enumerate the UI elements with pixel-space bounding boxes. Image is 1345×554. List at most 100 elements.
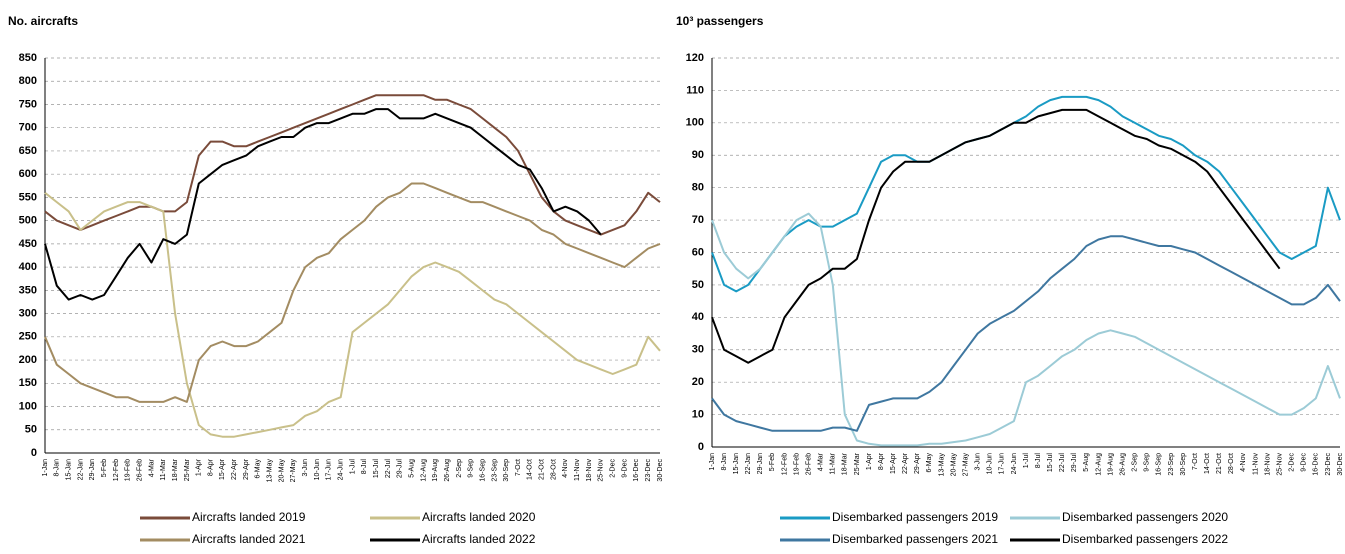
x-tick-label: 27-May: [290, 459, 297, 483]
x-tick-label: 4-Mar: [818, 452, 825, 471]
x-tick-label: 19-Feb: [125, 459, 132, 481]
x-tick-label: 18-Nov: [586, 459, 593, 482]
x-tick-label: 22-Apr: [231, 458, 238, 480]
legend-label: Aircrafts landed 2020: [422, 510, 536, 524]
legend-label: Disembarked passengers 2021: [832, 532, 998, 546]
y-tick-label: 250: [19, 331, 37, 343]
series-line: [44, 192, 661, 438]
x-tick-label: 28-Oct: [1228, 453, 1235, 474]
x-tick-label: 25-Mar: [854, 452, 861, 475]
x-tick-label: 22-Apr: [902, 452, 909, 474]
x-tick-label: 15-Jul: [1047, 453, 1054, 473]
x-tick-label: 13-May: [267, 459, 274, 483]
x-tick-label: 2-Sep: [1132, 453, 1139, 472]
y-tick-label: 100: [19, 400, 37, 412]
x-tick-label: 12-Aug: [420, 459, 427, 482]
y-tick-label: 0: [31, 447, 37, 459]
x-tick-label: 5-Feb: [101, 459, 108, 477]
x-tick-label: 5-Aug: [1083, 453, 1090, 472]
y-tick-label: 600: [19, 168, 37, 180]
y-tick-label: 20: [692, 376, 704, 388]
y-tick-label: 550: [19, 191, 37, 203]
x-tick-label: 28-Oct: [550, 459, 557, 480]
series-line: [711, 235, 1341, 432]
x-tick-label: 16-Dec: [1313, 453, 1320, 476]
x-tick-label: 15-Jul: [373, 459, 380, 479]
x-tick-label: 19-Feb: [793, 453, 800, 475]
x-tick-label: 1-Jul: [1023, 453, 1030, 469]
x-tick-label: 16-Sep: [479, 459, 486, 482]
y-tick-label: 50: [692, 279, 704, 291]
x-tick-label: 30-Sep: [1180, 453, 1187, 476]
x-tick-label: 19-Aug: [1107, 453, 1114, 476]
y-tick-label: 400: [19, 261, 37, 273]
x-tick-label: 4-Nov: [1240, 453, 1247, 472]
x-tick-label: 18-Mar: [172, 458, 179, 481]
x-tick-label: 15-Jan: [733, 453, 740, 475]
x-tick-label: 22-Jan: [745, 453, 752, 475]
x-tick-label: 29-Apr: [914, 452, 921, 474]
x-tick-label: 8-Jul: [1035, 453, 1042, 469]
x-tick-label: 2-Dec: [610, 459, 617, 478]
x-tick-label: 23-Dec: [1325, 453, 1332, 476]
x-tick-label: 13-May: [938, 453, 945, 477]
x-tick-label: 4-Nov: [562, 459, 569, 478]
x-tick-label: 29-Jul: [397, 459, 404, 479]
y-tick-label: 100: [686, 117, 704, 129]
y-tick-label: 0: [698, 441, 704, 453]
y-tick-label: 850: [19, 52, 37, 64]
series-line: [711, 108, 1281, 364]
x-tick-label: 29-Jan: [757, 453, 764, 475]
x-tick-label: 16-Sep: [1156, 453, 1163, 476]
x-tick-label: 30-Sep: [503, 459, 510, 482]
x-tick-label: 15-Jan: [65, 459, 72, 481]
y-tick-label: 80: [692, 182, 704, 194]
x-tick-label: 26-Aug: [1119, 453, 1126, 476]
y-tick-label: 450: [19, 238, 37, 250]
x-tick-label: 2-Dec: [1289, 453, 1296, 472]
x-tick-label: 5-Feb: [769, 453, 776, 471]
y-tick-label: 700: [19, 122, 37, 134]
series-line: [711, 212, 1341, 447]
x-tick-label: 23-Sep: [1168, 453, 1175, 476]
series-line: [44, 94, 661, 236]
y-tick-label: 800: [19, 75, 37, 87]
y-tick-label: 90: [692, 149, 704, 161]
series-line: [44, 182, 661, 403]
x-tick-label: 25-Nov: [1276, 453, 1283, 476]
y-tick-label: 40: [692, 311, 704, 323]
x-tick-label: 7-Oct: [515, 459, 522, 476]
x-tick-label: 29-Apr: [243, 458, 250, 480]
x-tick-label: 10-Jun: [314, 459, 321, 481]
x-tick-label: 26-Aug: [444, 459, 451, 482]
y-tick-label: 120: [686, 52, 704, 64]
x-tick-label: 29-Jan: [89, 459, 96, 481]
x-tick-label: 5-Aug: [408, 459, 415, 478]
y-tick-label: 500: [19, 215, 37, 227]
y-tick-label: 110: [686, 84, 704, 96]
y-tick-label: 750: [19, 98, 37, 110]
y-tick-label: 30: [692, 344, 704, 356]
x-tick-label: 16-Dec: [633, 459, 640, 482]
x-tick-label: 29-Jul: [1071, 453, 1078, 473]
x-tick-label: 18-Nov: [1264, 453, 1271, 476]
legend-label: Disembarked passengers 2019: [832, 510, 998, 524]
x-tick-label: 12-Feb: [113, 459, 120, 481]
x-tick-label: 14-Oct: [527, 459, 534, 480]
y-axis-label: No. aircrafts: [8, 14, 78, 28]
x-tick-label: 2-Sep: [456, 459, 463, 478]
x-tick-label: 26-Feb: [805, 453, 812, 475]
x-tick-label: 9-Dec: [621, 459, 628, 478]
series-line: [44, 108, 602, 301]
x-tick-label: 1-Jan: [709, 453, 716, 471]
x-tick-label: 30-Dec: [1337, 453, 1344, 476]
y-axis-label: 10³ passengers: [676, 14, 764, 28]
x-tick-label: 25-Mar: [184, 458, 191, 481]
x-tick-label: 21-Oct: [539, 459, 546, 480]
x-tick-label: 17-Jun: [326, 459, 333, 481]
y-tick-label: 150: [19, 377, 37, 389]
legend-label: Aircrafts landed 2022: [422, 532, 536, 546]
x-tick-label: 7-Oct: [1192, 453, 1199, 470]
x-tick-label: 1-Jul: [349, 459, 356, 475]
